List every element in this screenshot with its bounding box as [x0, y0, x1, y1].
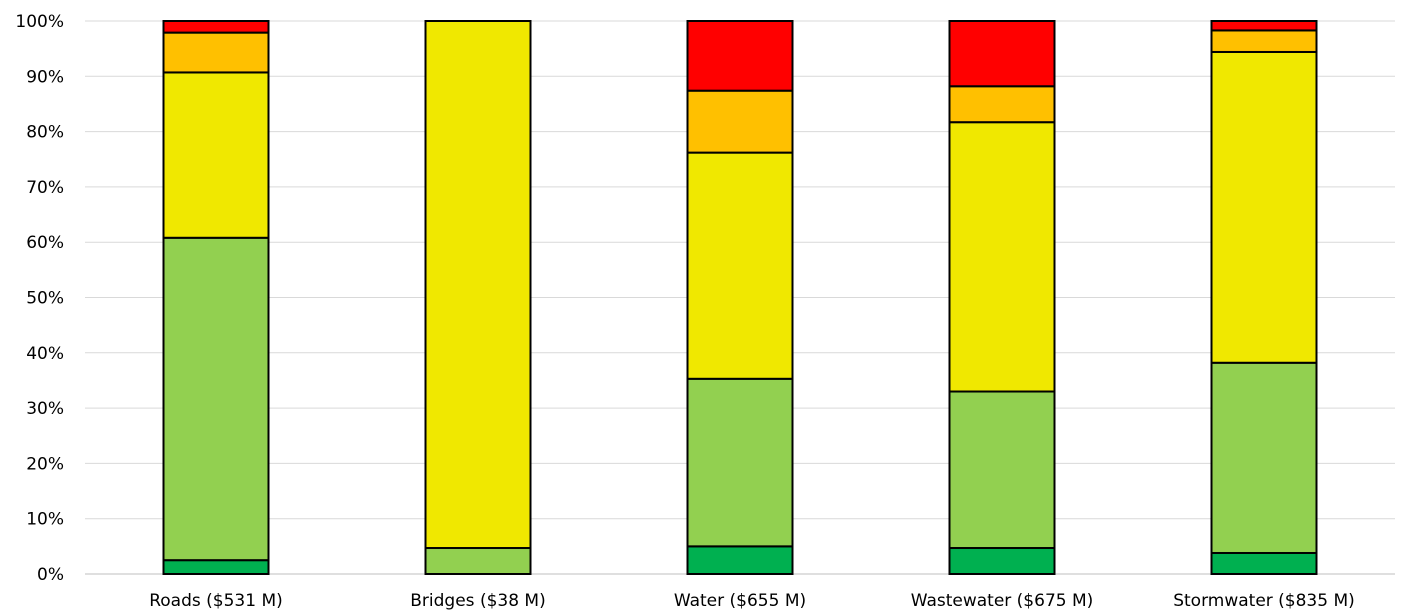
- x-tick-label: Bridges ($38 M): [410, 591, 545, 611]
- y-tick-label: 10%: [26, 510, 64, 530]
- x-tick-label: Water ($655 M): [674, 591, 806, 611]
- bar-segment: [162, 559, 270, 575]
- y-axis-ticks: 0% 10% 20% 30% 40% 50% 60% 70% 80% 90% 100%: [15, 12, 64, 585]
- y-tick-label: 20%: [26, 454, 64, 474]
- bar-segment: [1210, 20, 1318, 32]
- y-tick-label: 0%: [37, 565, 64, 585]
- y-tick-label: 80%: [26, 123, 64, 143]
- y-tick-label: 100%: [15, 12, 64, 32]
- bar-segment: [948, 121, 1056, 393]
- bar-segment: [686, 151, 794, 380]
- bar-segment: [162, 236, 270, 562]
- bar-segment: [948, 390, 1056, 550]
- bar-segment: [948, 547, 1056, 575]
- bar-segment: [1210, 50, 1318, 364]
- bar-segment: [1210, 551, 1318, 576]
- bar-segment: [686, 89, 794, 154]
- bar-segment: [162, 71, 270, 239]
- y-tick-label: 60%: [26, 233, 64, 253]
- x-tick-label: Wastewater ($675 M): [911, 591, 1094, 611]
- x-axis-labels: Roads ($531 M) Bridges ($38 M) Water ($655…: [149, 591, 1355, 611]
- y-tick-label: 90%: [26, 67, 64, 87]
- bar-segment: [948, 85, 1056, 124]
- x-tick-label: Stormwater ($835 M): [1173, 591, 1355, 611]
- bar-segment: [686, 377, 794, 548]
- x-tick-label: Roads ($531 M): [149, 591, 283, 611]
- y-tick-label: 50%: [26, 289, 64, 309]
- y-tick-label: 30%: [26, 399, 64, 419]
- bar-segment: [1210, 29, 1318, 53]
- bar-segment: [1210, 361, 1318, 554]
- bar-segment: [162, 31, 270, 74]
- bar-segment: [162, 20, 270, 34]
- bar-segment: [686, 20, 794, 92]
- y-tick-label: 70%: [26, 178, 64, 198]
- bar-segment: [948, 20, 1056, 88]
- bars: [162, 20, 1318, 576]
- y-tick-label: 40%: [26, 344, 64, 364]
- bar-segment: [686, 545, 794, 575]
- bar-segment: [424, 547, 532, 575]
- bar-segment: [424, 20, 532, 550]
